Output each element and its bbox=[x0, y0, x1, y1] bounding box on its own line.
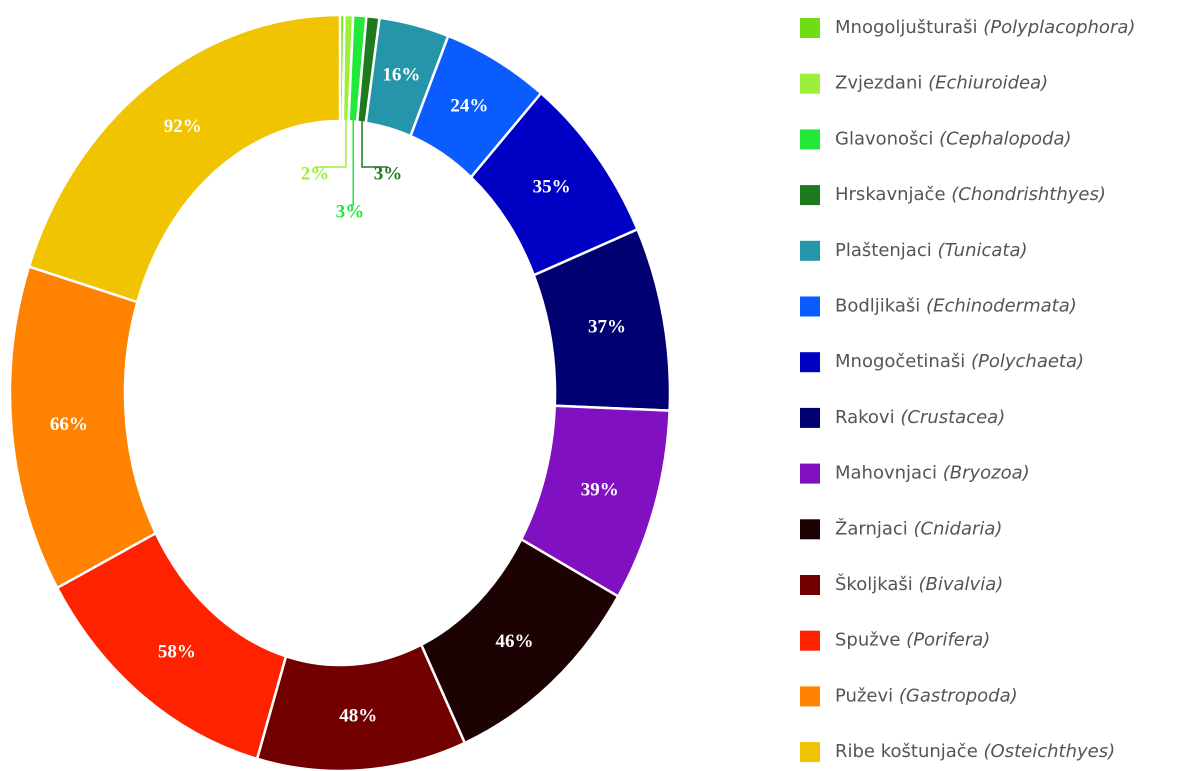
legend-name: Hrskavnjače bbox=[835, 184, 946, 205]
legend-swatch bbox=[800, 73, 820, 94]
value-label: 35% bbox=[533, 177, 571, 198]
value-label: 3% bbox=[374, 163, 403, 184]
legend-latin: (Osteichthyes) bbox=[984, 741, 1116, 762]
legend-name: Ribe koštunjače bbox=[835, 741, 978, 762]
value-label: 46% bbox=[496, 631, 534, 652]
legend-name: Plaštenjaci bbox=[835, 240, 932, 261]
legend-name: Glavonošci bbox=[835, 128, 933, 149]
legend-name: Mnogoljušturaši bbox=[835, 17, 977, 38]
legend-latin: (Bivalvia) bbox=[918, 574, 1003, 595]
value-label: 16% bbox=[382, 65, 420, 86]
legend-latin: (Polyplacophora) bbox=[983, 17, 1135, 38]
value-label: 2% bbox=[301, 163, 330, 184]
legend-latin: (Cephalopoda) bbox=[939, 128, 1071, 149]
legend-swatch bbox=[800, 185, 820, 206]
legend-swatch bbox=[800, 686, 820, 707]
legend-swatch bbox=[800, 18, 820, 38]
legend-swatch bbox=[800, 519, 820, 540]
legend-name: Rakovi bbox=[835, 407, 895, 428]
legend-latin: (Tunicata) bbox=[937, 240, 1027, 261]
legend-latin: (Crustacea) bbox=[900, 407, 1005, 428]
legend-latin: (Gastropoda) bbox=[899, 685, 1018, 706]
value-label: 48% bbox=[339, 706, 377, 727]
value-label: 3% bbox=[336, 201, 365, 222]
legend-name: Žarnjaci bbox=[835, 517, 908, 539]
legend-name: Mnogočetinaši bbox=[835, 351, 965, 372]
legend-latin: (Cnidaria) bbox=[914, 518, 1003, 539]
legend-latin: (Echiuroidea) bbox=[928, 73, 1048, 94]
legend-swatch bbox=[800, 352, 820, 373]
value-label: 37% bbox=[588, 317, 626, 338]
legend-label: Spužve (Porifera) bbox=[835, 630, 990, 651]
legend-latin: (Polychaeta) bbox=[971, 351, 1084, 372]
legend-latin: (Echinodermata) bbox=[926, 296, 1077, 317]
legend-latin: (Porifera) bbox=[906, 630, 990, 651]
value-label: 24% bbox=[450, 95, 488, 116]
legend-label: Školjkaši (Bivalvia) bbox=[835, 573, 1003, 595]
legend-label: Rakovi (Crustacea) bbox=[835, 407, 1005, 428]
legend-swatch bbox=[800, 463, 820, 484]
legend-name: Bodljikaši bbox=[835, 296, 920, 317]
legend-name: Školjkaši bbox=[835, 573, 913, 595]
legend-name: Puževi bbox=[835, 685, 893, 706]
leader-line bbox=[350, 116, 354, 206]
legend-swatch bbox=[800, 296, 820, 317]
legend-label: Mahovnjaci (Bryozoa) bbox=[835, 463, 1030, 484]
legend-name: Zvjezdani bbox=[835, 73, 922, 94]
legend-label: Hrskavnjače (Chondrishthyes) bbox=[835, 184, 1106, 205]
legend-label: Glavonošci (Cephalopoda) bbox=[835, 128, 1072, 149]
legend-label: Zvjezdani (Echiuroidea) bbox=[835, 73, 1048, 94]
legend-swatch bbox=[800, 742, 820, 763]
legend-name: Spužve bbox=[835, 630, 900, 651]
legend-swatch bbox=[800, 407, 820, 428]
value-label: 66% bbox=[50, 414, 88, 435]
value-label: 58% bbox=[158, 642, 196, 663]
slice bbox=[27, 13, 342, 304]
legend-label: Mnogoljušturaši (Polyplacophora) bbox=[835, 17, 1135, 38]
leader-line bbox=[361, 117, 388, 168]
legend-latin: (Bryozoa) bbox=[943, 463, 1030, 484]
legend-name: Mahovnjaci bbox=[835, 463, 937, 484]
legend-swatch bbox=[800, 630, 820, 651]
legend-swatch bbox=[800, 129, 820, 150]
legend-label: Ribe koštunjače (Osteichthyes) bbox=[835, 741, 1115, 762]
legend-label: Puževi (Gastropoda) bbox=[835, 685, 1018, 706]
legend-label: Bodljikaši (Echinodermata) bbox=[835, 296, 1077, 317]
value-label: 92% bbox=[164, 116, 202, 137]
legend-label: Mnogočetinaši (Polychaeta) bbox=[835, 351, 1084, 372]
legend-label: Žarnjaci (Cnidaria) bbox=[835, 517, 1002, 539]
leader-line bbox=[315, 116, 347, 168]
legend-label: Plaštenjaci (Tunicata) bbox=[835, 240, 1028, 261]
value-label: 39% bbox=[581, 480, 619, 501]
legend-latin: (Chondrishthyes) bbox=[951, 184, 1106, 205]
legend-swatch bbox=[800, 240, 820, 261]
legend-swatch bbox=[800, 575, 820, 595]
